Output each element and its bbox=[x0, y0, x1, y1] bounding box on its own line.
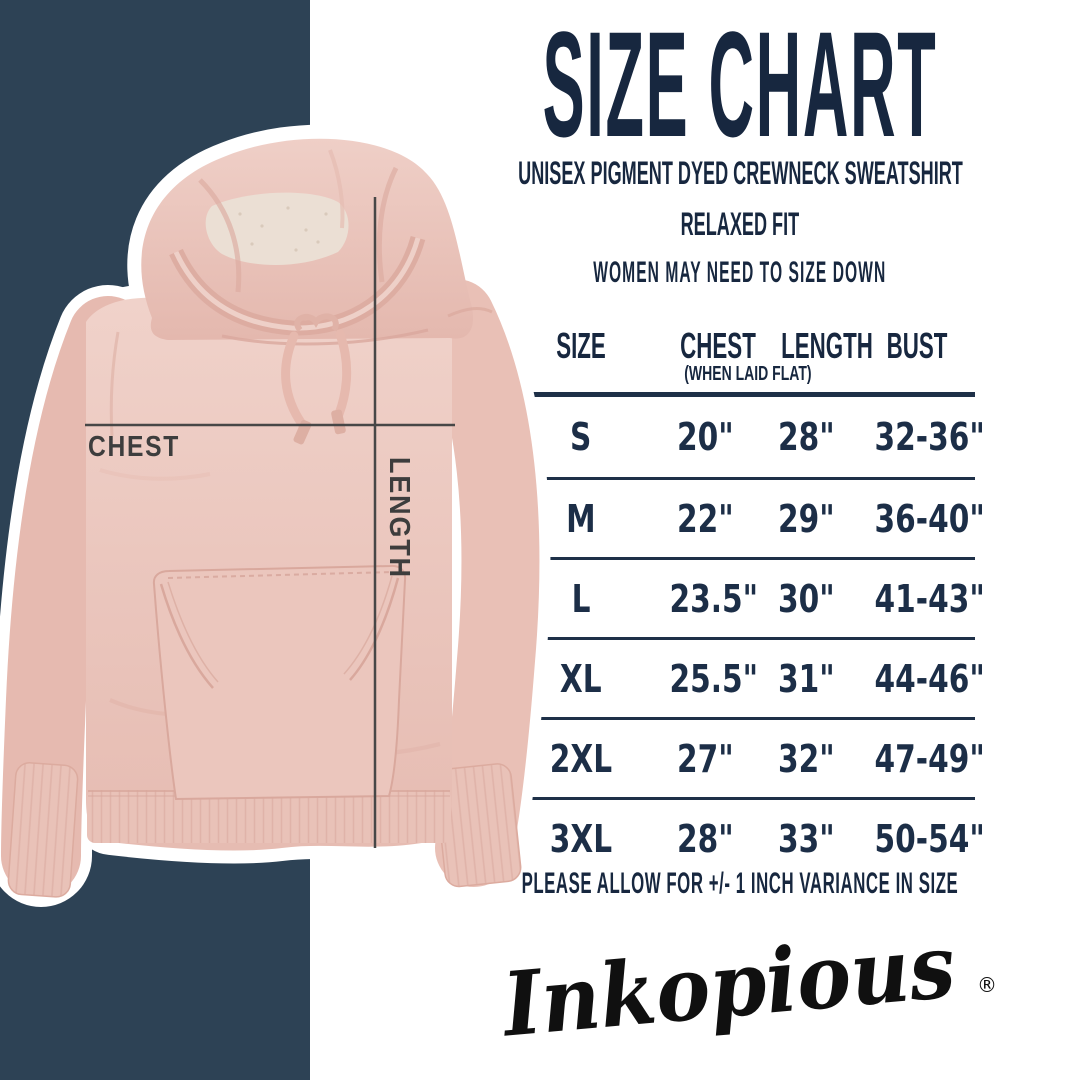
cell-chest: 20" bbox=[676, 415, 734, 459]
right-sleeve bbox=[417, 279, 540, 887]
cell-length: 29" bbox=[777, 496, 835, 541]
header-divider bbox=[505, 392, 975, 397]
cell-chest: 25.5" bbox=[669, 656, 759, 701]
cell-bust: 47-49" bbox=[874, 736, 985, 781]
col-header-chest: CHEST bbox=[680, 325, 756, 366]
subtitle-sizing-note: WOMEN MAY NEED TO SIZE DOWN bbox=[593, 256, 887, 289]
table-row-s: S 20" 28" 32-36" bbox=[505, 397, 984, 477]
table-row-m: M 22" 29" 36-40" bbox=[505, 477, 985, 557]
cell-size: XL bbox=[560, 656, 602, 701]
cell-bust: 41-43" bbox=[874, 576, 985, 621]
cell-bust: 44-46" bbox=[874, 656, 985, 701]
pocket-opening-right bbox=[349, 577, 400, 681]
chest-subnote-row: (WHEN LAID FLAT) bbox=[505, 364, 975, 386]
size-table-header: SIZE CHEST LENGTH BUST bbox=[505, 318, 975, 364]
col-header-size: SIZE bbox=[556, 325, 606, 366]
size-table: SIZE CHEST LENGTH BUST (WHEN LAID FLAT) … bbox=[505, 318, 985, 877]
brand-logo: Inkopious ® bbox=[499, 913, 997, 1057]
cell-chest: 27" bbox=[676, 736, 734, 781]
cell-length: 33" bbox=[777, 816, 835, 861]
cell-bust: 36-40" bbox=[874, 496, 985, 541]
cell-size: S bbox=[570, 415, 592, 459]
cell-length: 32" bbox=[777, 736, 835, 781]
subtitle-fit: RELAXED FIT bbox=[680, 206, 800, 242]
table-row-3xl: 3XL 28" 33" 50-54" bbox=[505, 797, 985, 877]
cell-length: 30" bbox=[777, 576, 835, 621]
drawstring-right bbox=[334, 329, 352, 419]
subtitle-product: UNISEX PIGMENT DYED CREWNECK SWEATSHIRT bbox=[517, 155, 963, 191]
registered-trademark-icon: ® bbox=[977, 973, 997, 997]
length-measure-label: LENGTH bbox=[383, 457, 415, 579]
drawstring-aglet bbox=[331, 409, 346, 435]
left-accent-stripe bbox=[0, 0, 310, 1080]
cell-chest: 23.5" bbox=[669, 576, 759, 621]
page-title: SIZE CHART bbox=[542, 0, 938, 168]
cell-size: 3XL bbox=[549, 816, 613, 861]
cell-chest: 22" bbox=[676, 496, 734, 541]
cell-size: M bbox=[566, 496, 596, 541]
table-row-l: L 23.5" 30" 41-43" bbox=[505, 557, 985, 637]
table-row-xl: XL 25.5" 31" 44-46" bbox=[505, 637, 985, 717]
cell-bust: 50-54" bbox=[874, 816, 985, 861]
info-panel: SIZE CHART UNISEX PIGMENT DYED CREWNECK … bbox=[499, 0, 997, 1080]
chest-subnote: (WHEN LAID FLAT) bbox=[684, 363, 812, 385]
cell-size: 2XL bbox=[549, 736, 613, 781]
cell-chest: 28" bbox=[676, 816, 734, 861]
cell-length: 28" bbox=[777, 415, 835, 459]
cell-length: 31" bbox=[777, 656, 835, 701]
variance-note: PLEASE ALLOW FOR +/- 1 INCH VARIANCE IN … bbox=[521, 867, 959, 900]
col-header-bust: BUST bbox=[886, 325, 948, 366]
brand-logo-text: Inkopious bbox=[499, 913, 959, 1057]
col-header-length: LENGTH bbox=[781, 325, 873, 366]
table-row-2xl: 2XL 27" 32" 47-49" bbox=[505, 717, 985, 797]
cell-size: L bbox=[571, 576, 591, 621]
cell-bust: 32-36" bbox=[874, 415, 985, 459]
